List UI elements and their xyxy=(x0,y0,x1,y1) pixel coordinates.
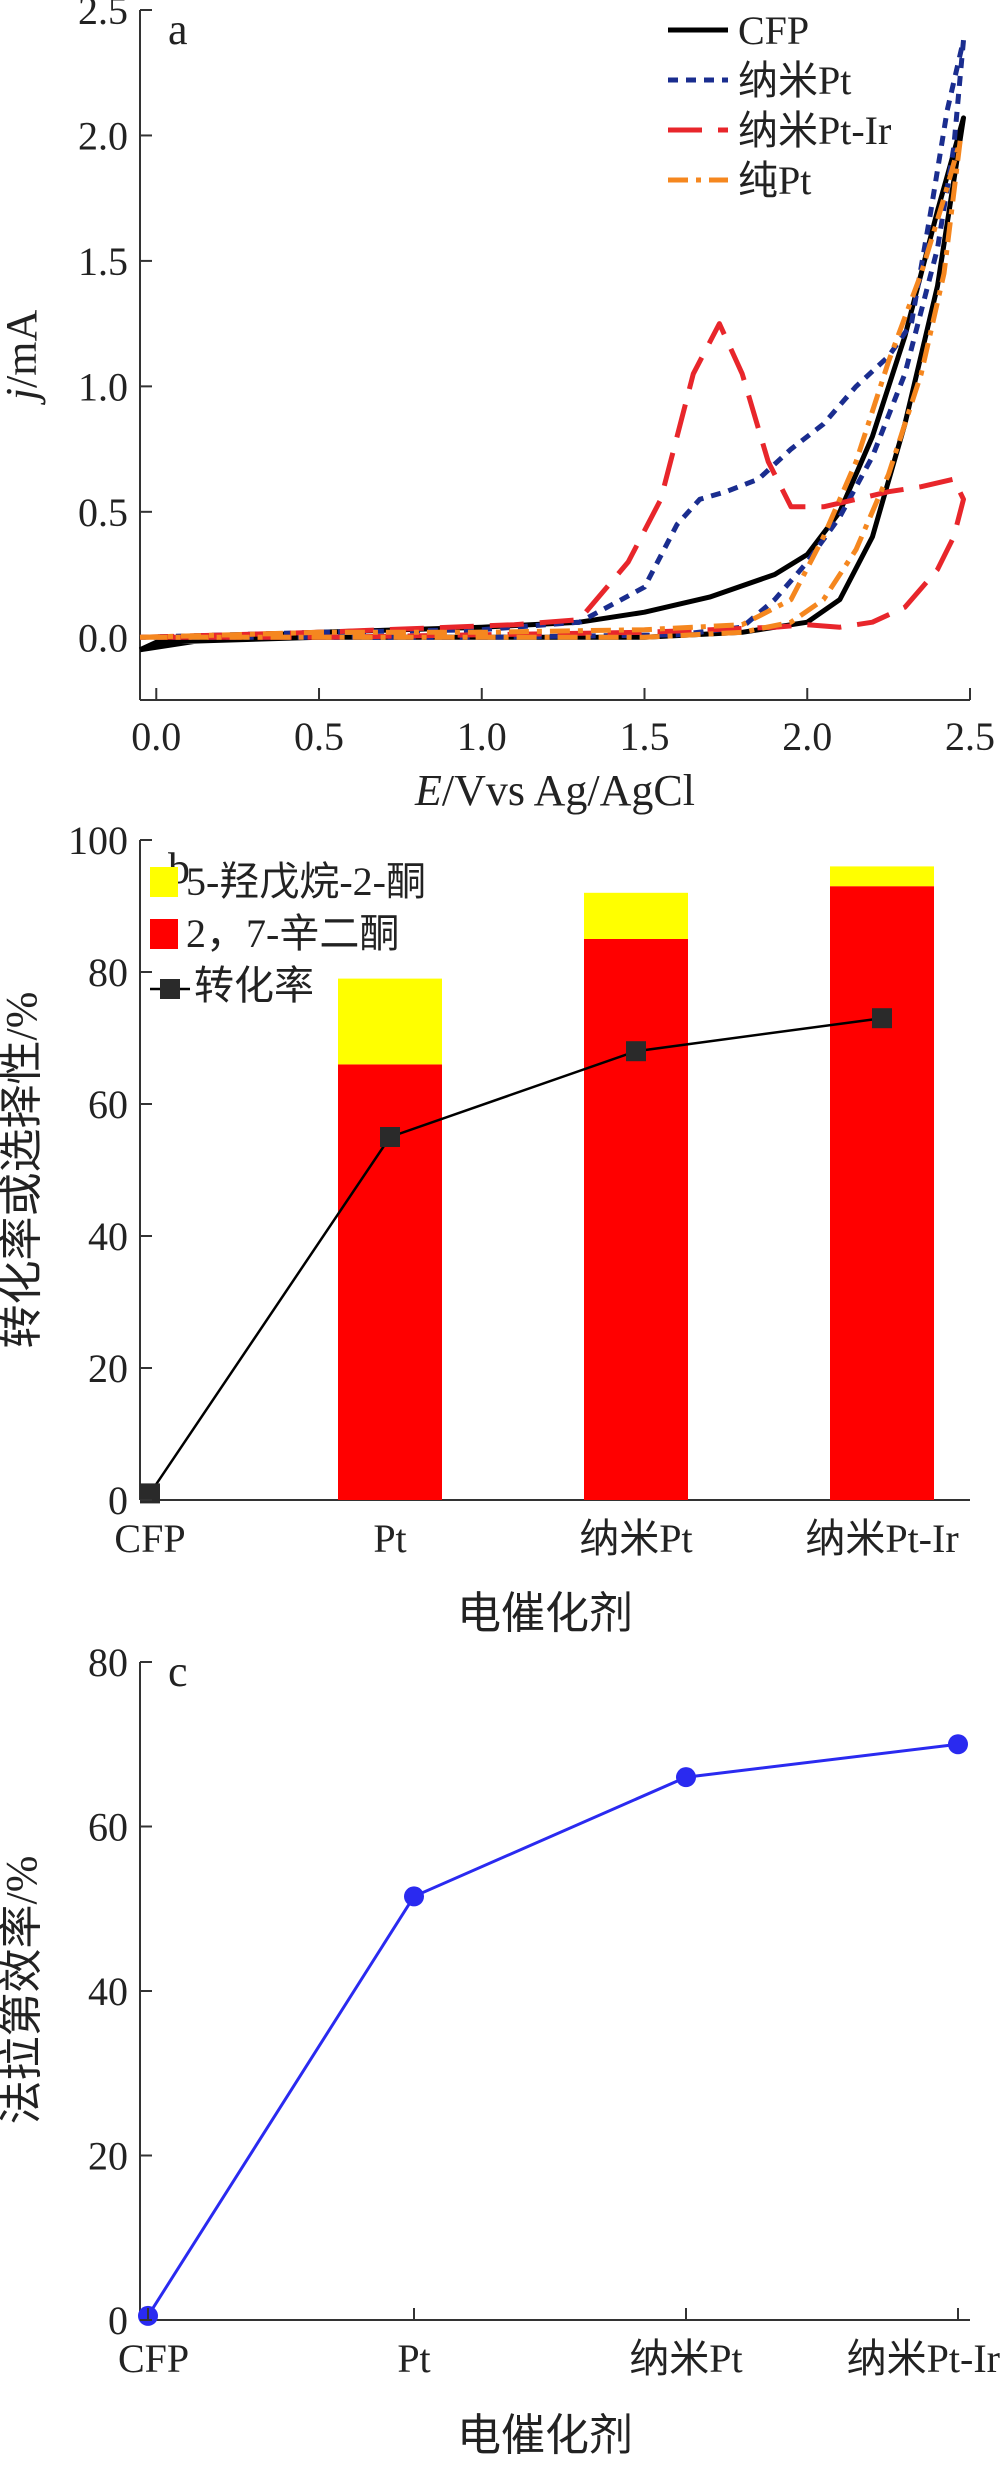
panel-b-ticks: CFP Pt 纳米Pt 纳米Pt-Ir 0 20 40 60 80 100 xyxy=(68,818,959,1561)
panel-b-ytick-label: 100 xyxy=(68,818,128,863)
panel-a-series-line-2 xyxy=(139,321,966,640)
panel-b-legend-swatch-0 xyxy=(150,867,178,897)
panel-b-bar-1-3 xyxy=(830,866,934,887)
panel-a-legend-label-3: 纯Pt xyxy=(738,158,811,203)
panel-c-ytick-label: 20 xyxy=(88,2134,128,2179)
panel-a-ytick-label: 2.0 xyxy=(78,113,128,158)
panel-a-series-line-3 xyxy=(139,138,963,640)
panel-b-bars xyxy=(338,866,934,1500)
panel-c-ylabel: 法拉第效率/% xyxy=(0,1856,46,2125)
panel-b-conversion-line xyxy=(148,1016,883,1495)
panel-b-xlabel: 电催化剂 xyxy=(457,1589,633,1638)
panel-c-line xyxy=(138,1734,968,2326)
panel-a-legend-label-2: 纳米Pt-Ir xyxy=(738,108,891,153)
panel-a-legend: CFP 纳米Pt 纳米Pt-Ir 纯Pt xyxy=(668,8,891,203)
panel-c-xlabel: 电催化剂 xyxy=(457,2411,633,2460)
panel-a-series-line-1 xyxy=(139,37,966,640)
panel-b-ytick-label: 60 xyxy=(88,1082,128,1127)
panel-b-ytick-label: 20 xyxy=(88,1346,128,1391)
panel-a-lines xyxy=(138,37,966,653)
panel-b-conversion-marker-0 xyxy=(140,1483,160,1504)
panel-c-xtick-label: Pt xyxy=(397,2336,430,2381)
panel-a-ylabel-rest: /mA xyxy=(0,310,46,388)
panel-a-ytick-label: 1.0 xyxy=(78,364,128,409)
panel-a-ytick-label: 0.5 xyxy=(78,490,128,535)
panel-a-label: a xyxy=(168,5,188,54)
panel-b-ylabel: 转化率或选择性/% xyxy=(0,992,46,1349)
panel-b-legend-swatch-1 xyxy=(150,919,178,949)
panel-b-ytick-label: 80 xyxy=(88,950,128,995)
panel-a-xtick-label: 2.5 xyxy=(945,714,995,759)
panel-a-ytick-label: 2.5 xyxy=(78,0,128,33)
panel-b-conversion-marker-2 xyxy=(626,1041,646,1062)
panel-a-legend-label-0: CFP xyxy=(738,8,809,53)
panel-a-ylabel: j/mA xyxy=(0,310,46,406)
panel-a-ticks: 0.0 0.5 1.0 1.5 2.0 2.5 0.0 0.5 1.0 1.5 2.0 2.5 xyxy=(78,0,995,759)
panel-b-bar-0-3 xyxy=(830,886,934,1500)
panel-c-ytick-label: 0 xyxy=(108,2298,128,2343)
panel-b-conversion-marker-1 xyxy=(380,1127,400,1147)
panel-c-xtick-label: 纳米Pt-Ir xyxy=(847,2336,1000,2381)
panel-b-xtick-label: 纳米Pt-Ir xyxy=(805,1516,958,1561)
panel-b-conversion-marker-3 xyxy=(872,1008,892,1029)
panel-a: a 0.0 0.5 1.0 1.5 2.0 2.5 0.0 0.5 1.0 1.5 2.0 2.5 E… xyxy=(0,0,995,815)
panel-a-xtick-label: 1.5 xyxy=(620,714,670,759)
panel-a-xlabel-rest: /Vvs Ag/AgCl xyxy=(442,766,695,815)
panel-b-bar-1-2 xyxy=(584,892,688,939)
panel-b-line xyxy=(140,1008,892,1504)
panel-b-legend-label-2: 转化率 xyxy=(194,963,314,1008)
panel-a-xlabel-italic: E xyxy=(414,766,442,815)
panel-c-xtick-label: CFP xyxy=(118,2336,189,2381)
panel-c-ytick-label: 80 xyxy=(88,1640,128,1685)
panel-a-xtick-label: 0.5 xyxy=(294,714,344,759)
panel-b-legend-label-0: 5-羟戊烷-2-酮 xyxy=(186,859,426,904)
panel-c-ytick-label: 40 xyxy=(88,1969,128,2014)
panel-c-efficiency-line xyxy=(146,1742,959,2317)
panel-c-efficiency-marker-1 xyxy=(404,1886,424,1907)
panel-b-ytick-label: 40 xyxy=(88,1214,128,1259)
panel-b-xtick-label: CFP xyxy=(114,1516,185,1561)
panel-b-ytick-label: 0 xyxy=(108,1478,128,1523)
panel-a-xtick-label: 0.0 xyxy=(131,714,181,759)
panel-c-efficiency-marker-3 xyxy=(948,1734,968,1755)
panel-a-xlabel: E/Vvs Ag/AgCl xyxy=(414,766,695,815)
panel-c-ticks: CFP Pt 纳米Pt 纳米Pt-Ir 0 20 40 60 80 xyxy=(88,1640,1000,2381)
panel-b-xtick-label: 纳米Pt xyxy=(579,1516,692,1561)
panel-b-legend-marker-swatch xyxy=(160,979,180,999)
panel-a-xtick-label: 2.0 xyxy=(782,714,832,759)
panel-b-bar-1-1 xyxy=(338,978,442,1065)
panel-a-series-line-0 xyxy=(138,115,966,653)
panel-a-ytick-label: 1.5 xyxy=(78,239,128,284)
panel-b-bar-0-2 xyxy=(584,939,688,1500)
panel-a-legend-label-1: 纳米Pt xyxy=(738,58,851,103)
panel-c: c CFP Pt 纳米Pt 纳米Pt-Ir 0 20 40 60 80 电催化剂 法拉第效率/% xyxy=(0,1640,1000,2460)
panel-c-label: c xyxy=(168,1647,188,1696)
panel-b-legend-label-1: 2，7-辛二酮 xyxy=(186,911,399,956)
panel-b-xtick-label: Pt xyxy=(373,1516,406,1561)
panel-c-efficiency-marker-2 xyxy=(676,1767,696,1788)
panel-c-xtick-label: 纳米Pt xyxy=(629,2336,742,2381)
panel-a-xtick-label: 1.0 xyxy=(457,714,507,759)
panel-a-ylabel-italic: j xyxy=(0,388,46,405)
panel-a-ytick-label: 0.0 xyxy=(78,615,128,660)
panel-c-ytick-label: 60 xyxy=(88,1805,128,1850)
